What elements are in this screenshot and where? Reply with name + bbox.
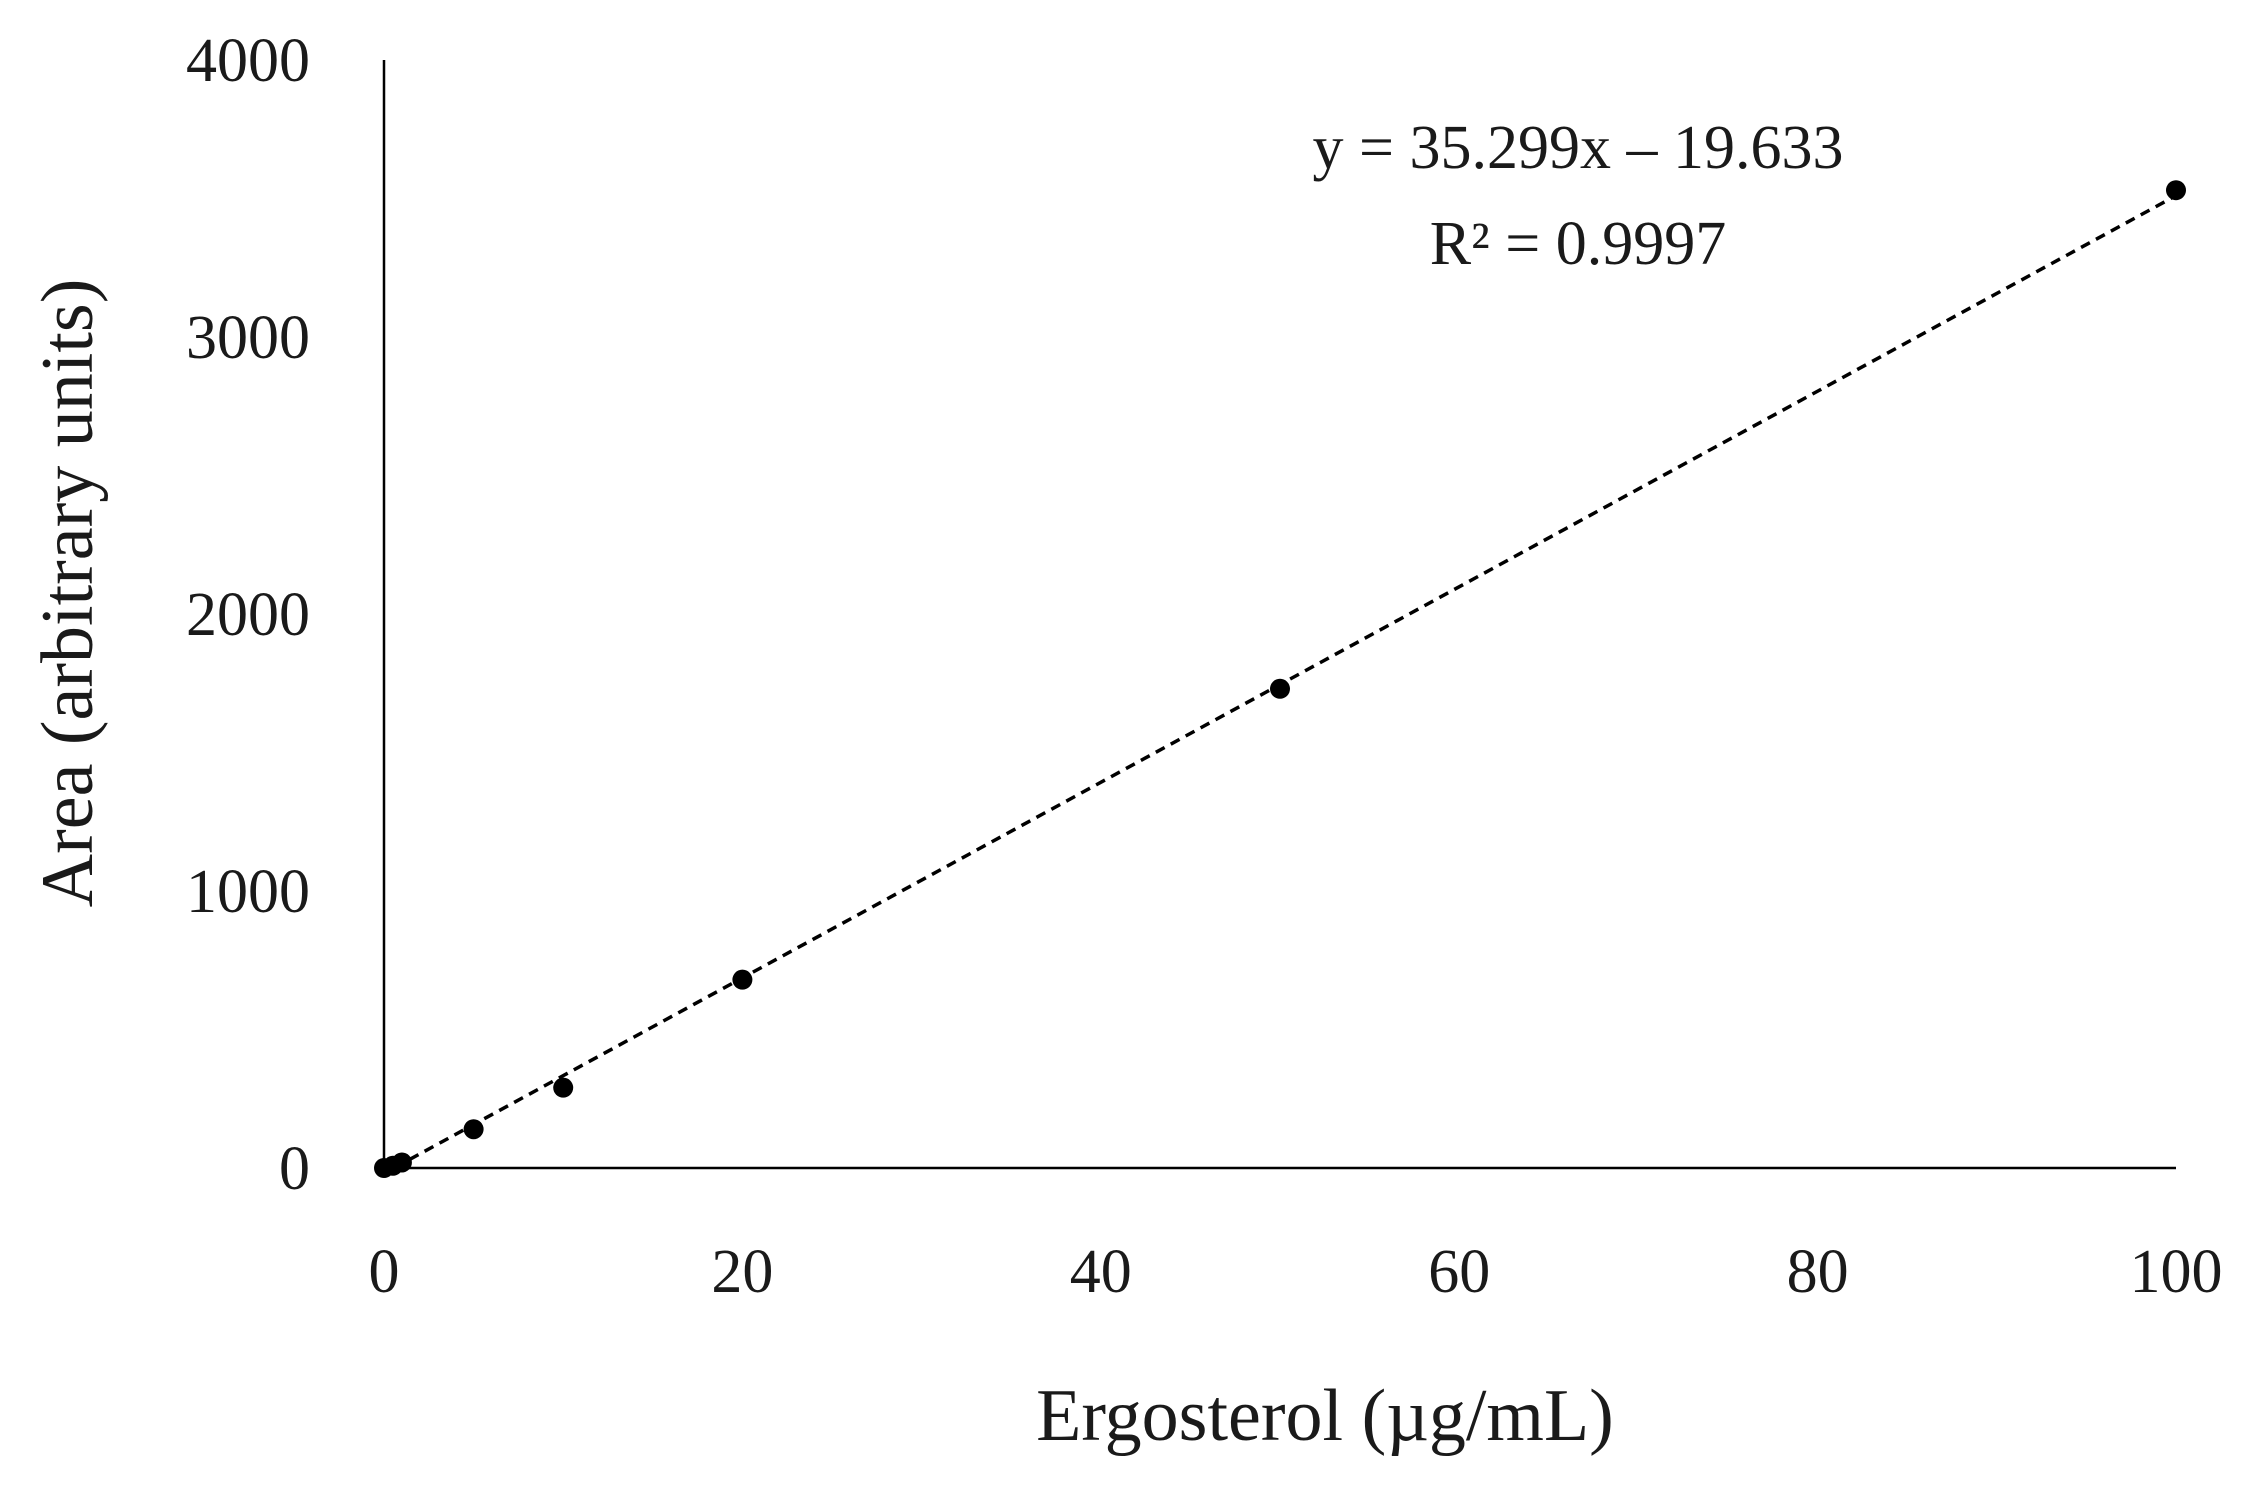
- x-tick-label: 100: [2130, 1238, 2223, 1306]
- y-tick-label: 0: [279, 1135, 310, 1203]
- x-axis-title: Ergosterol (µg/mL): [1036, 1375, 1614, 1457]
- y-tick-label: 1000: [186, 858, 310, 926]
- data-point: [463, 1119, 484, 1140]
- x-tick-label: 60: [1428, 1238, 1490, 1306]
- y-tick-label: 2000: [186, 581, 310, 649]
- data-point: [553, 1077, 574, 1098]
- trendline-r-squared: R² = 0.9997: [1430, 210, 1726, 278]
- x-tick-label: 0: [369, 1238, 400, 1306]
- data-point: [2166, 180, 2186, 201]
- x-tick-label: 20: [711, 1238, 773, 1306]
- x-tick-label: 40: [1070, 1238, 1132, 1306]
- trendline-layer: [393, 194, 2177, 1170]
- y-tick-label: 4000: [186, 27, 310, 95]
- y-tick-label: 3000: [186, 304, 310, 372]
- data-point: [732, 969, 753, 990]
- y-axis-title: Area (arbitrary units): [27, 279, 109, 908]
- data-point: [391, 1152, 412, 1173]
- data-points-layer: [374, 180, 2186, 1178]
- data-point: [1270, 678, 1290, 699]
- trendline-equation: y = 35.299x – 19.633: [1313, 114, 1844, 182]
- x-tick-label: 80: [1787, 1238, 1849, 1306]
- labels-layer: Ergosterol (µg/mL) Area (arbitrary units…: [27, 114, 1843, 1457]
- trendline: [393, 194, 2177, 1170]
